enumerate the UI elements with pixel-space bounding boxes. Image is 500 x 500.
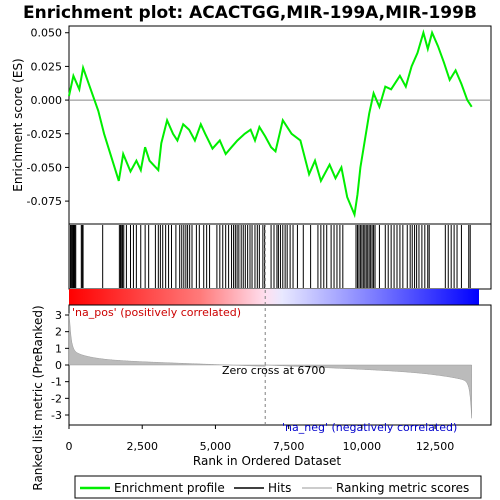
es-tick-label: -0.075 xyxy=(27,195,62,208)
x-tick-label: 7,500 xyxy=(273,440,305,453)
metric-tick-label: 0 xyxy=(55,359,62,372)
x-tick-label: 12,500 xyxy=(416,440,455,453)
rank-color-bar xyxy=(69,289,479,305)
negative-label: 'na_neg' (negatively correlated) xyxy=(282,421,457,434)
ranking-metric-area xyxy=(68,313,472,419)
legend xyxy=(74,475,482,499)
metric-tick-label: 3 xyxy=(55,309,62,322)
zero-cross-label: Zero cross at 6700 xyxy=(222,364,325,377)
es-axis: 0.050 0.025 0.000 -0.025 -0.050 -0.075 xyxy=(27,27,69,208)
x-tick-label: 5,000 xyxy=(200,440,232,453)
es-tick-label: 0.000 xyxy=(31,94,63,107)
es-tick-label: 0.025 xyxy=(31,60,63,73)
x-axis: 0 2,500 5,000 7,500 10,000 12,500 xyxy=(66,425,455,453)
metric-axis: 3 2 1 0 -1 -2 -3 xyxy=(51,309,69,422)
metric-tick-label: -1 xyxy=(51,376,62,389)
metric-tick-label: 1 xyxy=(55,342,62,355)
positive-label: 'na_pos' (positively correlated) xyxy=(72,306,241,319)
es-tick-label: -0.050 xyxy=(27,161,62,174)
hits-group xyxy=(69,225,471,288)
es-tick-label: -0.025 xyxy=(27,128,62,141)
enrichment-profile-line xyxy=(68,29,473,219)
metric-tick-label: 2 xyxy=(55,326,62,339)
legend-metric-label: Ranking metric scores xyxy=(336,481,469,495)
metric-tick-label: -3 xyxy=(51,409,62,422)
es-tick-label: 0.050 xyxy=(31,27,63,40)
chart-title: Enrichment plot: ACACTGG,MIR-199A,MIR-19… xyxy=(23,3,477,23)
metric-axis-title: Ranked list metric (PreRanked) xyxy=(31,305,45,490)
es-axis-title: Enrichment score (ES) xyxy=(11,58,25,191)
x-axis-title: Rank in Ordered Dataset xyxy=(193,454,341,468)
legend-hits-label: Hits xyxy=(268,481,291,495)
metric-tick-label: -2 xyxy=(51,392,62,405)
legend-profile-label: Enrichment profile xyxy=(114,481,225,495)
es-panel xyxy=(68,25,492,225)
x-tick-label: 0 xyxy=(66,440,73,453)
x-tick-label: 10,000 xyxy=(343,440,382,453)
x-tick-label: 2,500 xyxy=(126,440,158,453)
